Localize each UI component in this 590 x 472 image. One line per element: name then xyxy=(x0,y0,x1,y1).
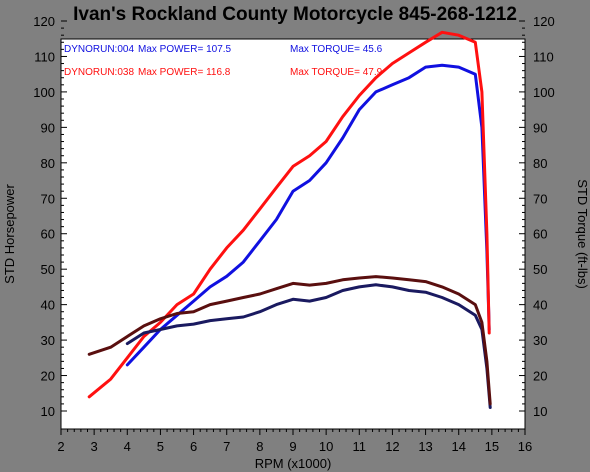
legend: DYNORUN:004 Max POWER= 107.5 Max TORQUE= 4… xyxy=(64,44,383,78)
x-axis: 2 3 4 5 6 7 8 9 10 11 12 13 14 15 16 xyxy=(57,429,532,454)
y-tick-label-left: 120 xyxy=(33,14,55,29)
y-tick-label-left: 60 xyxy=(41,227,55,242)
x-tick-label: 10 xyxy=(319,439,333,454)
x-tick-label: 15 xyxy=(485,439,499,454)
legend-run-label: DYNORUN:004 xyxy=(64,44,134,55)
x-tick-label: 8 xyxy=(256,439,263,454)
y-tick-label-left: 80 xyxy=(41,156,55,171)
y-tick-label-left: 110 xyxy=(34,49,55,64)
y-tick-label-right: 40 xyxy=(533,298,547,313)
y-tick-label-right: 60 xyxy=(533,227,547,242)
y-tick-label-right: 90 xyxy=(533,120,547,135)
y-tick-label-left: 20 xyxy=(41,369,55,384)
legend-torque-label: Max TORQUE= 47.9 xyxy=(290,67,383,78)
x-tick-label: 16 xyxy=(518,439,532,454)
y-tick-label-left: 10 xyxy=(41,404,55,419)
x-tick-label: 6 xyxy=(190,439,197,454)
legend-torque-label: Max TORQUE= 45.6 xyxy=(290,44,383,55)
x-tick-label: 11 xyxy=(353,439,367,454)
x-tick-label: 9 xyxy=(289,439,296,454)
x-tick-label: 5 xyxy=(157,439,164,454)
y-axis-label-right: STD Torque (ft-lbs) xyxy=(575,179,590,289)
series-line-tq038 xyxy=(87,275,492,406)
y-tick-label-left: 100 xyxy=(33,85,55,100)
legend-run-label: DYNORUN:038 xyxy=(64,67,134,78)
x-tick-label: 3 xyxy=(91,439,98,454)
y-tick-label-right: 20 xyxy=(533,369,547,384)
y-tick-label-right: 50 xyxy=(533,262,547,277)
x-tick-label: 4 xyxy=(124,439,131,454)
series-line-tq004 xyxy=(125,283,492,409)
x-tick-label: 7 xyxy=(223,439,230,454)
x-tick-label: 14 xyxy=(451,439,465,454)
legend-power-label: Max POWER= 107.5 xyxy=(138,44,232,55)
x-tick-label: 13 xyxy=(418,439,432,454)
y-tick-label-right: 120 xyxy=(533,14,555,29)
y-tick-label-right: 110 xyxy=(533,49,554,64)
y-axis-label-left: STD Horsepower xyxy=(2,183,17,283)
y-tick-label-left: 70 xyxy=(41,191,55,206)
y-tick-label-left: 90 xyxy=(41,120,55,135)
right-y-axis: 10 20 30 40 50 60 70 80 90 100 110 120 xyxy=(519,14,555,419)
series-line-hp004 xyxy=(125,63,491,367)
y-tick-label-right: 100 xyxy=(533,85,555,100)
series-layer xyxy=(87,30,492,409)
plot-area xyxy=(60,38,526,430)
y-tick-label-right: 30 xyxy=(533,333,547,348)
y-tick-label-left: 30 xyxy=(41,333,55,348)
x-tick-label: 2 xyxy=(57,439,64,454)
y-tick-label-left: 40 xyxy=(41,298,55,313)
left-y-axis: 10 20 30 40 50 60 70 80 90 100 110 120 xyxy=(33,14,67,419)
x-tick-label: 12 xyxy=(385,439,399,454)
legend-power-label: Max POWER= 116.8 xyxy=(138,67,231,78)
chart-title: Ivan's Rockland County Motorcycle 845-26… xyxy=(73,4,517,25)
y-tick-label-right: 80 xyxy=(533,156,547,171)
y-tick-label-right: 10 xyxy=(533,404,547,419)
y-tick-label-left: 50 xyxy=(41,262,55,277)
y-tick-label-right: 70 xyxy=(533,191,547,206)
x-axis-label: RPM (x1000) xyxy=(255,456,332,471)
